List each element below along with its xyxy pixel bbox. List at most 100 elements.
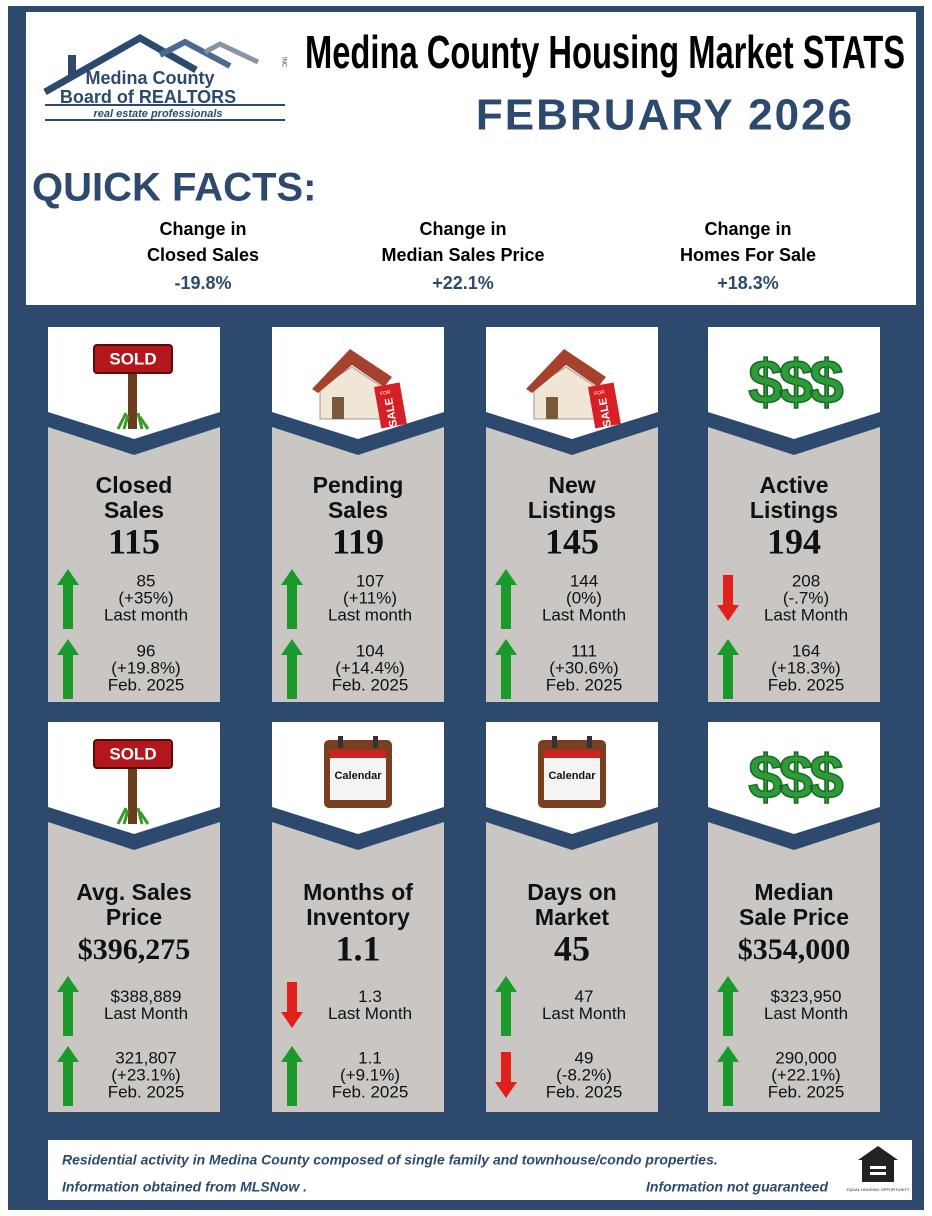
comparison-text: (+23.1%) <box>111 1065 180 1084</box>
arrow-up <box>57 1046 79 1106</box>
grass <box>116 412 150 430</box>
card-title: Median <box>754 879 833 905</box>
quick-fact-label: Homes For Sale <box>680 245 816 265</box>
calendar-text: Calendar <box>548 770 596 782</box>
card-body <box>272 822 444 1112</box>
comparison-text: (+11%) <box>343 588 397 607</box>
logo-line1: Medina County <box>86 68 215 88</box>
calendar-text: Calendar <box>334 770 382 782</box>
eho-text: EQUAL HOUSING OPPORTUNITY <box>846 1187 909 1192</box>
card-body <box>486 822 658 1112</box>
comparison-text: (+35%) <box>118 588 173 607</box>
comparison-text: 144 <box>570 571 598 590</box>
sign-post <box>128 752 137 824</box>
card-title: Closed <box>96 472 173 498</box>
arrow-up <box>57 976 79 1036</box>
for-text: FOR <box>594 389 606 397</box>
card-title: Listings <box>528 497 616 523</box>
logo-line2: Board of REALTORS <box>60 87 236 107</box>
sign-post <box>128 357 137 429</box>
sign-board <box>93 739 173 769</box>
card-title: Active <box>759 472 828 498</box>
arrow-up <box>281 639 303 699</box>
sale-board <box>374 382 407 429</box>
quick-fact-label: Closed Sales <box>147 245 259 265</box>
house-door <box>332 397 344 419</box>
comparison-text: (+30.6%) <box>549 658 618 677</box>
dollar-signs: $$$ <box>748 348 843 417</box>
arrow-up <box>57 569 79 629</box>
quick-fact-label: Change in <box>159 219 246 239</box>
sale-board <box>588 382 621 429</box>
card-body <box>272 427 444 702</box>
arrow-up <box>495 569 517 629</box>
comparison-text: (0%) <box>566 588 602 607</box>
logo-roof <box>43 33 260 96</box>
comparison-text: Feb. 2025 <box>546 1082 623 1101</box>
card-value: 45 <box>554 928 590 968</box>
card-title: Avg. Sales <box>76 879 191 905</box>
card-title: Sales <box>104 497 164 523</box>
arrow-up <box>57 639 79 699</box>
footer-line2-right: Information not guaranteed <box>646 1179 828 1195</box>
quick-fact-label: Change in <box>419 219 506 239</box>
house-roof <box>312 349 392 393</box>
sale-text: SALE <box>597 397 614 428</box>
comparison-text: (+14.4%) <box>335 658 404 677</box>
sign-board <box>93 344 173 374</box>
card-title: Days on <box>527 879 616 905</box>
card-title: Listings <box>750 497 838 523</box>
calendar-page <box>544 750 600 800</box>
comparison-text: 85 <box>137 571 156 590</box>
comparison-text: $388,889 <box>111 987 182 1006</box>
comparison-text: 164 <box>792 641 820 660</box>
eho-logo <box>858 1146 898 1182</box>
calendar-page <box>330 750 386 800</box>
card-value: 1.1 <box>336 928 381 968</box>
quick-fact-value: +22.1% <box>432 273 494 293</box>
comparison-text: 111 <box>571 641 597 660</box>
card-value: 194 <box>767 521 821 561</box>
card-title: Price <box>106 904 162 930</box>
comparison-text: 290,000 <box>775 1048 836 1067</box>
comparison-text: Last Month <box>328 1004 412 1023</box>
comparison-text: Feb. 2025 <box>332 1082 409 1101</box>
quick-fact-value: +18.3% <box>717 273 779 293</box>
icon-tile <box>708 327 880 439</box>
comparison-text: 107 <box>356 571 384 590</box>
card-title: Sale Price <box>739 904 849 930</box>
house-door <box>546 397 558 419</box>
footer-line2-left: Information obtained from MLSNow . <box>62 1179 307 1195</box>
card-body <box>708 427 880 702</box>
arrow-up <box>717 976 739 1036</box>
card-value: 119 <box>332 521 384 561</box>
comparison-text: 321,807 <box>115 1048 176 1067</box>
sale-text: SALE <box>383 397 400 428</box>
dollar-signs: $$$ <box>748 743 843 812</box>
quick-fact-value: -19.8% <box>174 273 231 293</box>
arrow-up <box>495 976 517 1036</box>
footer-line1: Residential activity in Medina County co… <box>62 1152 718 1168</box>
arrow-down <box>717 575 739 621</box>
grass <box>116 807 150 825</box>
card-value: 145 <box>545 521 599 561</box>
card-value: $354,000 <box>738 933 851 966</box>
comparison-text: (-8.2%) <box>556 1065 612 1084</box>
quick-fact-label: Median Sales Price <box>381 245 544 265</box>
card-value: $396,275 <box>78 933 191 966</box>
comparison-text: 47 <box>575 987 594 1006</box>
calendar-top <box>544 750 600 758</box>
comparison-text: Last Month <box>542 605 626 624</box>
comparison-text: Feb. 2025 <box>332 675 409 694</box>
comparison-text: Last Month <box>542 1004 626 1023</box>
comparison-text: 96 <box>137 641 156 660</box>
house-roof <box>526 349 606 393</box>
